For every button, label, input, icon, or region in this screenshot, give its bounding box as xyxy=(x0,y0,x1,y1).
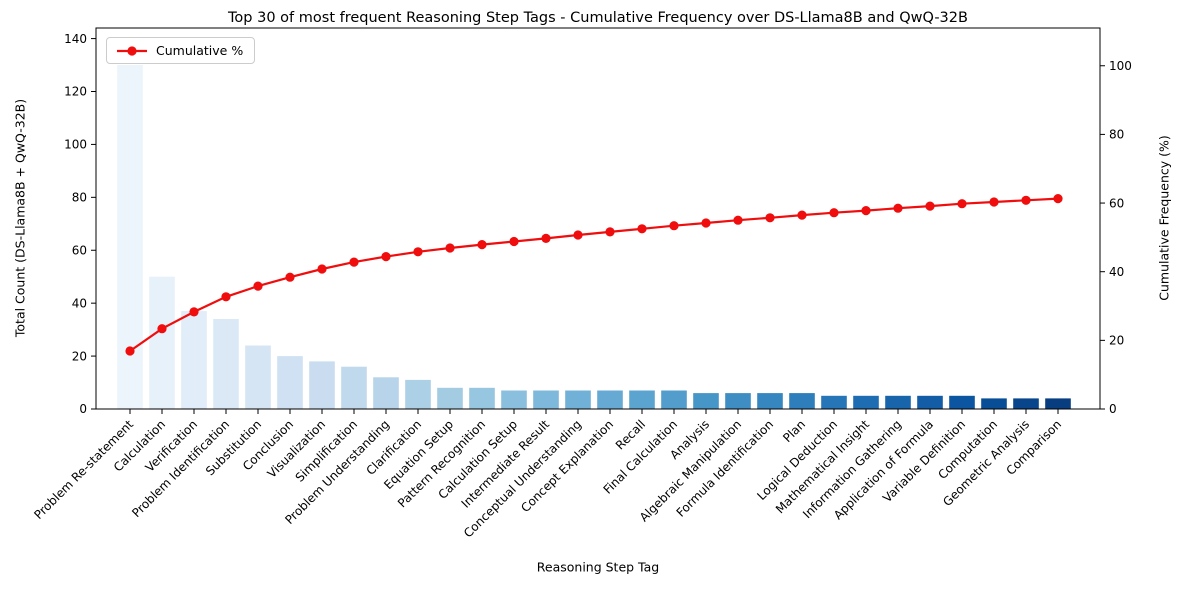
cumulative-point-19 xyxy=(701,218,711,228)
chart-title: Top 30 of most frequent Reasoning Step T… xyxy=(228,10,968,26)
left-tick-label: 100 xyxy=(64,138,87,152)
bar-26 xyxy=(917,395,943,409)
bar-19 xyxy=(693,393,719,409)
bar-23 xyxy=(821,395,847,409)
axes-spines xyxy=(95,27,1101,410)
bar-12 xyxy=(469,387,495,409)
cumulative-point-28 xyxy=(989,197,999,207)
right-tick-label: 100 xyxy=(1109,59,1132,73)
bar-6 xyxy=(277,356,303,409)
bar-9 xyxy=(373,377,399,410)
bar-20 xyxy=(725,393,751,409)
bar-17 xyxy=(629,390,655,409)
bar-4 xyxy=(213,319,239,409)
cumulative-point-13 xyxy=(509,236,519,247)
bar-1 xyxy=(117,65,143,409)
legend-label: Cumulative % xyxy=(156,43,244,58)
cumulative-point-6 xyxy=(285,272,295,282)
cumulative-point-1 xyxy=(125,346,135,356)
cumulative-point-4 xyxy=(221,292,231,302)
cumulative-point-14 xyxy=(541,233,551,243)
bar-14 xyxy=(533,390,559,409)
bar-24 xyxy=(853,395,879,409)
cumulative-point-3 xyxy=(189,307,199,317)
x-tick-label: Plan xyxy=(780,417,808,445)
bar-8 xyxy=(341,366,367,409)
bar-30 xyxy=(1045,398,1071,409)
left-axis-label: Total Count (DS-Llama8B + QwQ-32B) xyxy=(12,98,28,338)
bar-21 xyxy=(757,393,783,409)
bar-10 xyxy=(405,379,431,409)
bar-22 xyxy=(789,393,815,409)
right-tick-label: 40 xyxy=(1109,265,1124,279)
cumulative-point-12 xyxy=(477,240,487,250)
cumulative-point-2 xyxy=(157,324,167,334)
left-tick-label: 0 xyxy=(79,402,87,416)
cumulative-point-5 xyxy=(253,281,263,291)
bar-2 xyxy=(149,276,175,409)
right-tick-label: 20 xyxy=(1109,334,1124,348)
bar-18 xyxy=(661,390,687,409)
cumulative-point-17 xyxy=(637,224,647,234)
right-tick-label: 80 xyxy=(1109,128,1124,142)
cumulative-point-23 xyxy=(829,208,839,218)
left-tick-label: 140 xyxy=(64,32,87,46)
cumulative-line xyxy=(129,197,1059,352)
bar-16 xyxy=(597,390,623,409)
left-tick-label: 120 xyxy=(64,85,87,99)
legend: Cumulative % xyxy=(106,37,256,64)
cumulative-line-icon xyxy=(117,45,147,56)
cumulative-point-29 xyxy=(1021,195,1031,205)
bar-29 xyxy=(1013,398,1039,409)
bar-7 xyxy=(309,361,335,409)
right-axis-label: Cumulative Frequency (%) xyxy=(1156,135,1172,301)
cumulative-point-10 xyxy=(413,247,423,257)
left-tick-label: 80 xyxy=(72,191,87,205)
cumulative-point-30 xyxy=(1053,194,1063,204)
x-axis-label: Reasoning Step Tag xyxy=(536,559,660,575)
cumulative-point-9 xyxy=(381,252,391,262)
cumulative-point-21 xyxy=(765,213,775,223)
bar-25 xyxy=(885,395,911,409)
bar-27 xyxy=(949,395,975,409)
bar-28 xyxy=(981,398,1007,409)
cumulative-point-7 xyxy=(317,264,327,274)
right-tick-label: 60 xyxy=(1109,196,1124,210)
bar-15 xyxy=(565,390,591,409)
bar-11 xyxy=(437,387,463,409)
cumulative-point-11 xyxy=(445,243,455,253)
cumulative-point-8 xyxy=(349,257,359,267)
cumulative-point-26 xyxy=(925,201,935,211)
left-tick-label: 60 xyxy=(72,243,87,257)
left-tick-label: 40 xyxy=(72,296,87,310)
cumulative-point-27 xyxy=(957,199,967,209)
cumulative-point-25 xyxy=(893,203,903,213)
cumulative-point-18 xyxy=(669,221,679,231)
cumulative-point-22 xyxy=(797,210,807,220)
left-tick-label: 20 xyxy=(72,349,87,363)
cumulative-point-15 xyxy=(573,230,583,240)
right-tick-label: 0 xyxy=(1109,402,1117,416)
cumulative-point-24 xyxy=(861,206,871,216)
cumulative-point-20 xyxy=(733,215,743,225)
bar-3 xyxy=(181,311,207,409)
bar-13 xyxy=(501,390,527,409)
bar-5 xyxy=(245,345,271,409)
cumulative-point-16 xyxy=(605,227,615,237)
